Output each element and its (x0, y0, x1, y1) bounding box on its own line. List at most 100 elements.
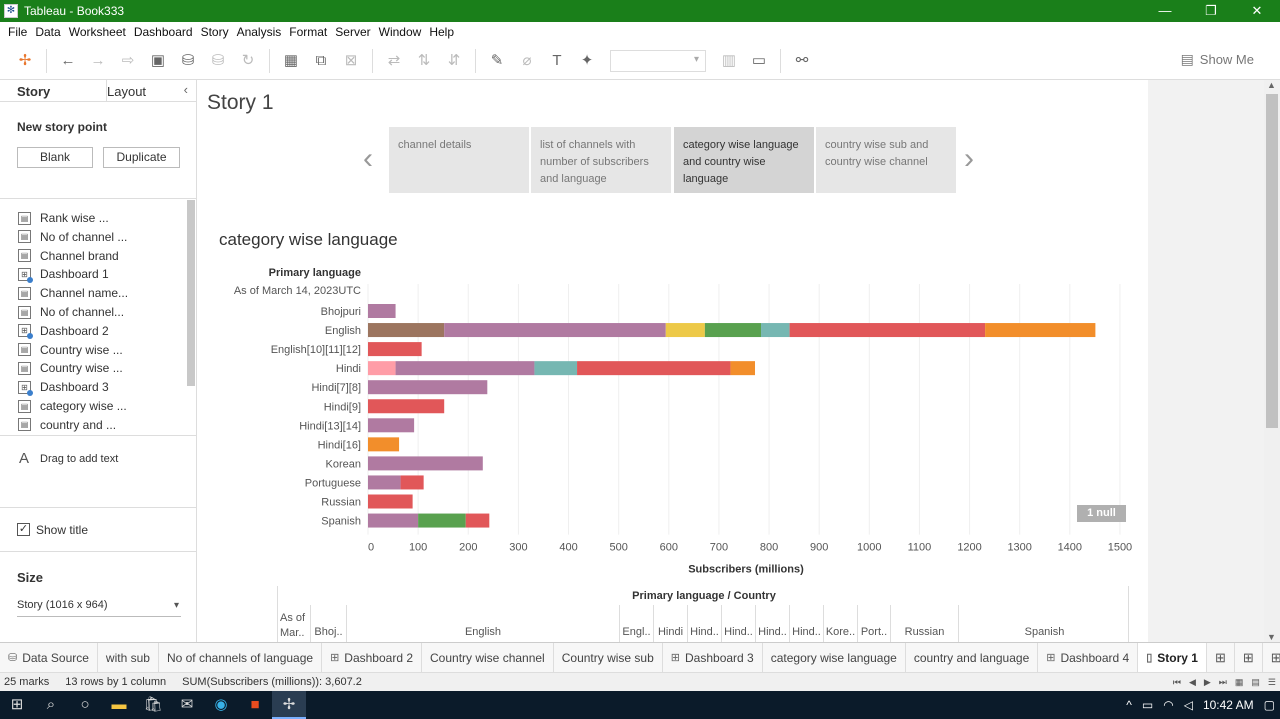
redo-icon[interactable]: → (90, 51, 106, 69)
menu-format[interactable]: Format (289, 25, 328, 39)
last-sheet-icon[interactable]: ⏭ (1218, 676, 1227, 687)
clear-sheet-icon[interactable]: ⊠ (344, 51, 358, 69)
sheet-tab[interactable]: Country wise sub (554, 642, 663, 673)
show-title-checkbox[interactable]: ✓ (17, 523, 30, 536)
task-view-icon[interactable]: ○ (80, 696, 90, 713)
menu-server[interactable]: Server (335, 25, 371, 39)
minimize-button[interactable]: — (1158, 3, 1172, 18)
sheet-tab[interactable]: with sub (98, 642, 159, 673)
bar-segment[interactable] (368, 380, 488, 395)
previous-story-point-icon[interactable]: ‹ (363, 142, 373, 175)
next-sheet-icon[interactable]: ▶ (1203, 676, 1211, 687)
drag-text-object[interactable]: A Drag to add text (0, 435, 197, 507)
filmstrip-view-icon[interactable]: ▤ (1251, 676, 1260, 687)
bar-segment[interactable] (418, 513, 466, 528)
pause-updates-icon[interactable]: ⛁ (211, 51, 225, 69)
bar-segment[interactable] (368, 456, 483, 471)
tableau-taskbar-icon[interactable]: ✢ (272, 691, 306, 719)
show-me-button[interactable]: ▤ Show Me (1181, 51, 1254, 68)
menu-help[interactable]: Help (429, 25, 454, 39)
bar-segment[interactable] (400, 475, 424, 490)
story-sheet-item[interactable]: ▤ Channel name... (18, 284, 128, 302)
new-dashboard-tab-icon[interactable]: ⊞ (1235, 642, 1263, 673)
bar-segment[interactable] (577, 361, 731, 376)
story-sheet-item[interactable]: ▤ Country wise ... (18, 341, 123, 359)
menu-file[interactable]: File (8, 25, 28, 39)
sheet-tab[interactable]: category wise language (763, 642, 906, 673)
story-sheet-item[interactable]: ⊞ Dashboard 1 (18, 265, 109, 283)
sheet-tab[interactable]: ⊞ Dashboard 2 (322, 642, 422, 673)
store-icon[interactable]: 🛍 (143, 696, 163, 713)
list-view-icon[interactable]: ☰ (1267, 676, 1276, 687)
file-explorer-icon[interactable]: ▬ (111, 696, 127, 713)
menu-data[interactable]: Data (35, 25, 61, 39)
bar-segment[interactable] (368, 361, 396, 376)
undo-icon[interactable]: ← (60, 51, 76, 69)
bar-segment[interactable] (368, 494, 413, 509)
duplicate-sheet-icon[interactable]: ⧉ (315, 51, 327, 69)
story-point-4[interactable]: country wise sub and country wise channe… (816, 127, 956, 193)
save-icon[interactable]: ▣ (150, 51, 166, 69)
clock[interactable]: 10:42 AM (1202, 698, 1254, 712)
collapse-panel-icon[interactable]: ‹ (183, 82, 188, 97)
notifications-icon[interactable]: ▢ (1263, 698, 1275, 712)
bar-segment[interactable] (465, 513, 490, 528)
edge-icon[interactable]: ◉ (214, 696, 228, 713)
bar-segment[interactable] (665, 323, 705, 338)
bar-segment[interactable] (761, 323, 790, 338)
replay-icon[interactable]: ⇨ (121, 51, 135, 69)
story-sheet-item[interactable]: ▤ Channel brand (18, 247, 119, 265)
story-sheet-item[interactable]: ▤ Country wise ... (18, 359, 123, 377)
sheet-tab[interactable]: ⊞ Dashboard 3 (663, 642, 763, 673)
null-indicator[interactable]: 1 null (1077, 505, 1126, 522)
tab-layout[interactable]: Layout ‹ (106, 80, 196, 101)
menu-story[interactable]: Story (200, 25, 229, 39)
bar-segment[interactable] (368, 323, 445, 338)
menu-dashboard[interactable]: Dashboard (133, 25, 193, 39)
bar-segment[interactable] (730, 361, 756, 376)
first-sheet-icon[interactable]: ⏮ (1172, 676, 1181, 687)
show-cards-icon[interactable]: ▥ (721, 51, 737, 69)
bar-segment[interactable] (368, 342, 422, 357)
sheet-list-scrollbar[interactable] (187, 200, 195, 386)
scroll-thumb[interactable] (1266, 94, 1278, 428)
tray-overflow-icon[interactable]: ^ (1126, 698, 1132, 712)
presentation-mode-icon[interactable]: ▭ (751, 51, 767, 69)
bar-segment[interactable] (985, 323, 1096, 338)
bar-segment[interactable] (395, 361, 535, 376)
grid-view-icon[interactable]: ▦ (1234, 676, 1244, 687)
highlight-icon[interactable]: ✎ (490, 51, 504, 69)
sheet-tab[interactable]: No of channels of language (159, 642, 323, 673)
sort-descending-icon[interactable]: ⇵ (447, 51, 461, 69)
search-icon[interactable]: ⌕ (46, 696, 56, 713)
scroll-down-icon[interactable]: ▼ (1267, 632, 1276, 642)
new-worksheet-icon[interactable]: ▦ (283, 51, 299, 69)
pin-icon[interactable]: ✦ (580, 51, 594, 69)
battery-icon[interactable]: ▭ (1141, 698, 1154, 712)
scroll-up-icon[interactable]: ▲ (1267, 80, 1276, 90)
bar-segment[interactable] (368, 399, 445, 414)
new-story-tab-icon[interactable]: ⊞ (1263, 643, 1280, 673)
bar-segment[interactable] (368, 475, 401, 490)
sheet-tab[interactable]: country and language (906, 642, 1039, 673)
story-point-3[interactable]: category wise language and country wise … (674, 127, 814, 193)
wifi-icon[interactable]: ◠ (1163, 698, 1174, 712)
story-point-2[interactable]: list of channels with number of subscrib… (531, 127, 671, 193)
sort-ascending-icon[interactable]: ⇅ (417, 51, 431, 69)
story-sheet-item[interactable]: ▤ No of channel ... (18, 228, 127, 246)
tab-story[interactable]: Story (17, 84, 51, 99)
bar-segment[interactable] (368, 418, 415, 433)
new-data-source-icon[interactable]: ⛁ (181, 51, 195, 69)
bar-segment[interactable] (444, 323, 666, 338)
sheet-tab[interactable]: Country wise channel (422, 642, 554, 673)
bar-segment[interactable] (789, 323, 986, 338)
close-button[interactable]: ✕ (1251, 3, 1263, 18)
new-worksheet-tab-icon[interactable]: ⊞ (1207, 642, 1235, 673)
sheet-tab[interactable]: ⛁ Data Source (0, 642, 98, 673)
bar-segment[interactable] (368, 513, 419, 528)
menu-window[interactable]: Window (378, 25, 422, 39)
bar-segment[interactable] (704, 323, 762, 338)
windows-start-icon[interactable]: ⊞ (10, 696, 24, 713)
bar-segment[interactable] (368, 437, 400, 452)
tableau-logo-icon[interactable]: ✢ (18, 51, 32, 69)
